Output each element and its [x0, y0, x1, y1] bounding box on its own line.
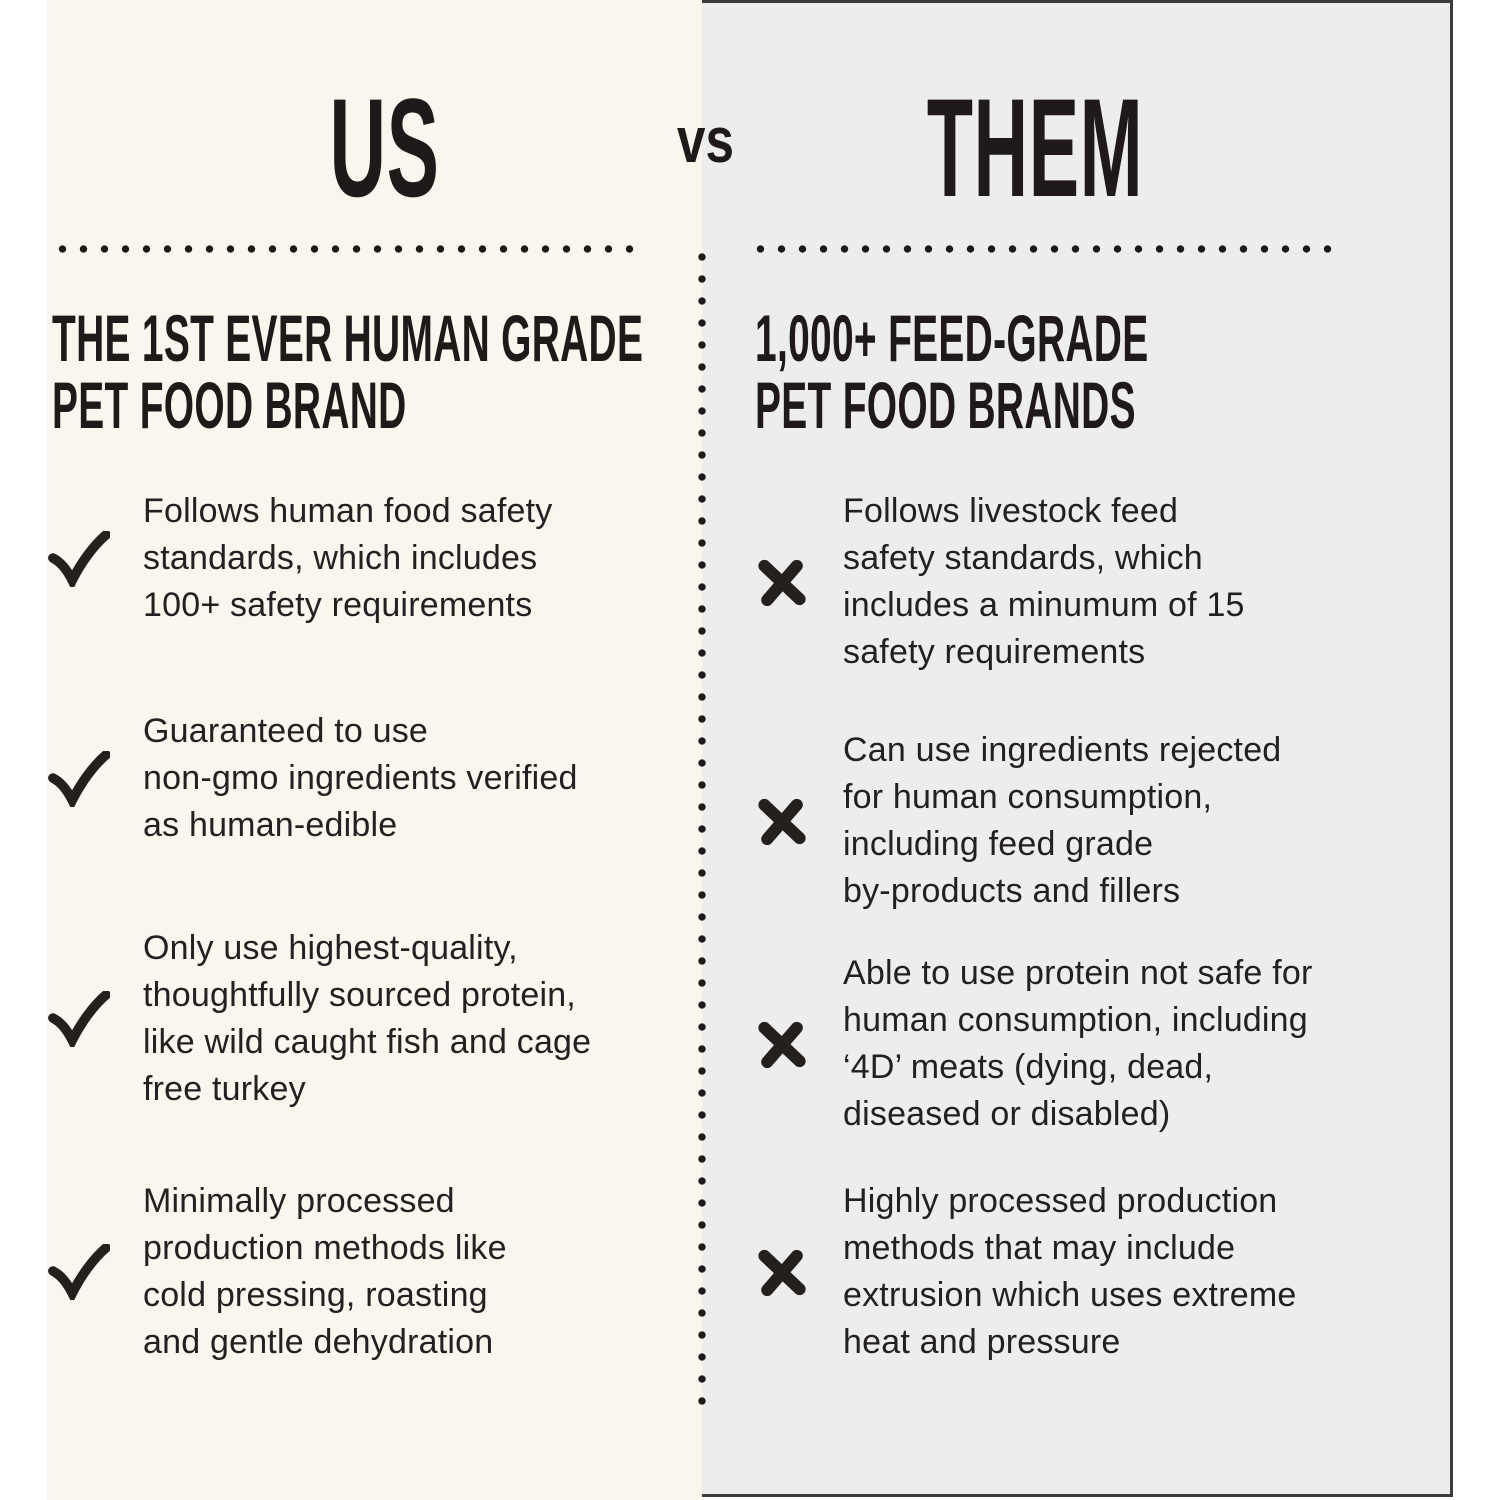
x-icon	[758, 798, 806, 845]
list-item-text: Follows livestock feed safety standards,…	[843, 492, 1245, 671]
list-item: Can use ingredients rejected for human c…	[757, 727, 1281, 915]
list-item-text: Minimally processed production methods l…	[143, 1182, 507, 1361]
list-item: Follows livestock feed safety standards,…	[757, 488, 1245, 676]
check-icon	[48, 530, 110, 587]
list-item: Highly processed production methods that…	[757, 1178, 1296, 1366]
x-icon	[758, 559, 806, 606]
list-item: Follows human food safety standards, whi…	[48, 488, 552, 629]
them-title: THEM	[926, 69, 1144, 226]
us-title: US	[329, 69, 440, 226]
x-icon	[758, 1021, 806, 1068]
them-subtitle: 1,000+ FEED-GRADE PET FOOD BRANDS	[755, 301, 1149, 442]
list-item-text: Only use highest-quality, thoughtfully s…	[143, 929, 592, 1108]
check-icon	[48, 991, 110, 1047]
list-item: Guaranteed to use non-gmo ingredients ve…	[48, 708, 578, 849]
check-icon	[48, 750, 110, 807]
list-item-text: Follows human food safety standards, whi…	[143, 492, 553, 624]
check-icon	[48, 1244, 110, 1300]
list-item: Minimally processed production methods l…	[48, 1178, 507, 1366]
list-item-text: Guaranteed to use non-gmo ingredients ve…	[143, 712, 578, 844]
list-item: Only use highest-quality, thoughtfully s…	[48, 925, 591, 1113]
list-item: Able to use protein not safe for human c…	[757, 950, 1312, 1138]
list-item-text: Can use ingredients rejected for human c…	[843, 731, 1282, 910]
x-icon	[758, 1249, 806, 1296]
list-item-text: Able to use protein not safe for human c…	[843, 954, 1313, 1133]
dotted-divider-right	[750, 244, 1340, 254]
dotted-divider-vertical	[697, 246, 707, 1406]
list-item-text: Highly processed production methods that…	[843, 1182, 1297, 1361]
vs-label: vs	[677, 104, 734, 176]
dotted-divider-left	[52, 244, 642, 254]
us-subtitle: THE 1ST EVER HUMAN GRADE PET FOOD BRAND	[52, 301, 644, 442]
